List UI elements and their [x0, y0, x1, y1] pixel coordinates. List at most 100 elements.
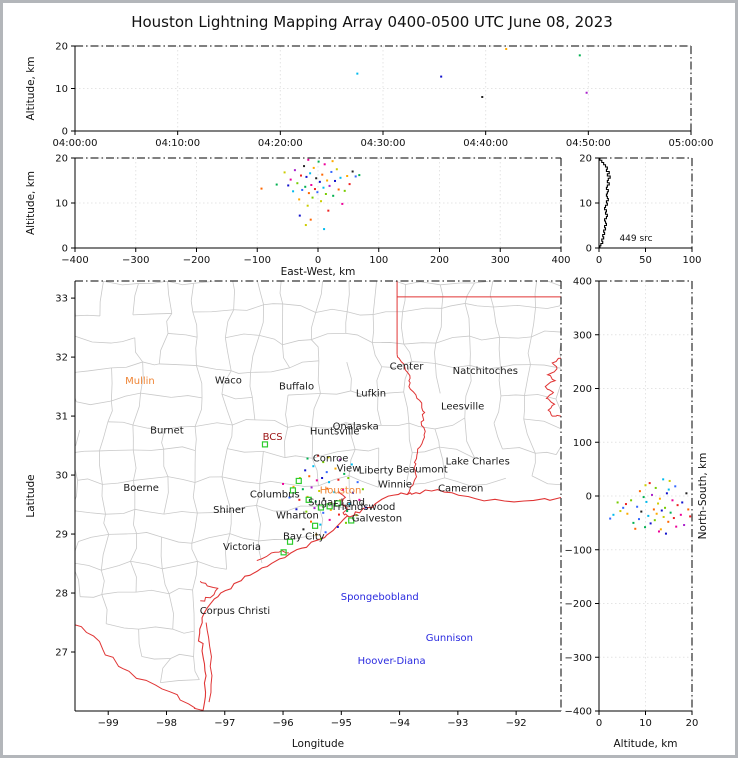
svg-text:North-South, km: North-South, km	[697, 453, 709, 540]
state-borders-and-coast	[75, 281, 561, 711]
svg-text:04:30:00: 04:30:00	[361, 138, 406, 149]
panel-time-height: 04:00:00 04:10:00 04:20:00 04:30:00 04:40:00…	[25, 42, 713, 150]
map-label-gunnison: Gunnison	[426, 633, 473, 644]
map-label-conroe: Conroe	[313, 453, 349, 464]
lma-stations	[261, 441, 355, 556]
svg-text:32: 32	[55, 353, 68, 364]
svg-text:400: 400	[573, 277, 592, 288]
svg-text:Altitude, km: Altitude, km	[25, 171, 37, 235]
figure-title: Houston Lightning Mapping Array 0400-050…	[131, 13, 613, 31]
svg-text:−200: −200	[565, 599, 592, 610]
svg-text:10: 10	[579, 199, 592, 210]
svg-text:30: 30	[55, 471, 68, 482]
panel-plan-view-map: Mullin Waco Buffalo Center Natchitoches Lufki…	[25, 280, 562, 750]
map-label-center: Center	[390, 361, 425, 372]
svg-text:300: 300	[491, 255, 510, 266]
svg-text:East-West, km: East-West, km	[281, 266, 356, 278]
map-label-houston: Houston	[320, 485, 362, 496]
svg-text:−94: −94	[389, 718, 410, 729]
map-label-wharton: Wharton	[276, 511, 319, 522]
svg-text:−98: −98	[156, 718, 177, 729]
map-label-beaumont: Beaumont	[396, 465, 448, 476]
svg-text:−300: −300	[565, 653, 592, 664]
svg-text:Altitude, km: Altitude, km	[25, 56, 37, 120]
map-label-huntsville: Huntsville	[310, 426, 360, 437]
map-label-friendswood: Friendswood	[333, 502, 396, 513]
map-label-cameron: Cameron	[438, 484, 483, 495]
svg-text:04:20:00: 04:20:00	[258, 138, 303, 149]
map-label-leesville: Leesville	[441, 402, 484, 413]
svg-text:−200: −200	[183, 255, 210, 266]
svg-text:−300: −300	[122, 255, 149, 266]
panel-ew-height: −400 −300 −200 −100 0 100 200 300 400 0 10 20 East-W…	[25, 154, 571, 279]
map-label-waco: Waco	[215, 376, 242, 387]
svg-text:−400: −400	[565, 707, 592, 718]
svg-text:20: 20	[55, 42, 68, 53]
svg-text:100: 100	[682, 255, 701, 266]
svg-text:200: 200	[430, 255, 449, 266]
map-label-boerne: Boerne	[123, 483, 159, 494]
lightning-scatter	[356, 47, 588, 98]
map-labels: Mullin Waco Buffalo Center Natchitoches Lufki…	[123, 361, 518, 666]
svg-text:−93: −93	[447, 718, 468, 729]
map-label-galveston: Galveston	[352, 514, 402, 525]
map-label-onalaska: Onalaska	[333, 422, 379, 433]
map-label-hoover-diana: Hoover-Diana	[358, 656, 426, 667]
svg-text:Longitude: Longitude	[292, 738, 344, 750]
lightning-scatter	[609, 478, 692, 535]
svg-text:0: 0	[62, 127, 68, 138]
svg-text:20: 20	[55, 154, 68, 165]
svg-text:33: 33	[55, 294, 68, 305]
svg-text:20: 20	[686, 718, 699, 729]
svg-text:10: 10	[639, 718, 652, 729]
map-label-natchitoches: Natchitoches	[453, 366, 518, 377]
svg-text:0: 0	[596, 718, 602, 729]
map-label-liberty: Liberty	[359, 465, 394, 476]
svg-text:04:00:00: 04:00:00	[53, 138, 98, 149]
svg-text:04:40:00: 04:40:00	[463, 138, 508, 149]
svg-text:10: 10	[55, 199, 68, 210]
svg-text:04:10:00: 04:10:00	[155, 138, 200, 149]
svg-text:−100: −100	[565, 545, 592, 556]
svg-text:0: 0	[596, 255, 602, 266]
map-label-burnet: Burnet	[150, 426, 184, 437]
svg-text:0: 0	[315, 255, 321, 266]
svg-text:300: 300	[573, 330, 592, 341]
panel-src-histogram: 0 50 100 0 10 20 449 src	[579, 154, 701, 267]
map-label-corpus-christi: Corpus Christi	[200, 606, 270, 617]
map-label-lake-charles: Lake Charles	[446, 456, 510, 467]
svg-text:200: 200	[573, 384, 592, 395]
svg-text:400: 400	[551, 255, 570, 266]
svg-text:100: 100	[573, 438, 592, 449]
map-label-mullin: Mullin	[125, 376, 155, 387]
plot-canvas: 04:00:00 04:10:00 04:20:00 04:30:00 04:40:00…	[25, 42, 713, 751]
svg-text:05:00:00: 05:00:00	[669, 138, 714, 149]
svg-text:−99: −99	[98, 718, 119, 729]
map-label-spongebobland: Spongebobland	[341, 592, 419, 603]
map-label-bay-city: Bay City	[283, 531, 325, 542]
svg-text:−95: −95	[331, 718, 352, 729]
svg-text:−400: −400	[61, 255, 88, 266]
svg-text:50: 50	[639, 255, 652, 266]
svg-text:31: 31	[55, 412, 68, 423]
map-label-sugar-land: Sugar Land	[308, 498, 365, 509]
county-boundaries	[75, 281, 561, 684]
svg-text:−100: −100	[244, 255, 271, 266]
svg-text:0: 0	[586, 492, 592, 503]
svg-text:Latitude: Latitude	[25, 474, 37, 517]
svg-text:04:50:00: 04:50:00	[566, 138, 611, 149]
map-label-bcs: BCS	[263, 432, 283, 443]
svg-text:27: 27	[55, 648, 68, 659]
svg-text:Altitude, km: Altitude, km	[613, 738, 677, 750]
map-label-columbus: Columbus	[250, 489, 300, 500]
svg-text:−97: −97	[214, 718, 235, 729]
svg-text:0: 0	[62, 244, 68, 255]
panel-ns-height: 0 10 20 −400 −300 −200 −100 0 100 200 300 400 Altitu…	[565, 277, 709, 751]
svg-text:29: 29	[55, 530, 68, 541]
map-label-winnie: Winnie	[378, 479, 412, 490]
svg-text:−92: −92	[506, 718, 527, 729]
svg-text:0: 0	[586, 244, 592, 255]
svg-text:20: 20	[579, 154, 592, 165]
map-label-lufkin: Lufkin	[356, 389, 386, 400]
